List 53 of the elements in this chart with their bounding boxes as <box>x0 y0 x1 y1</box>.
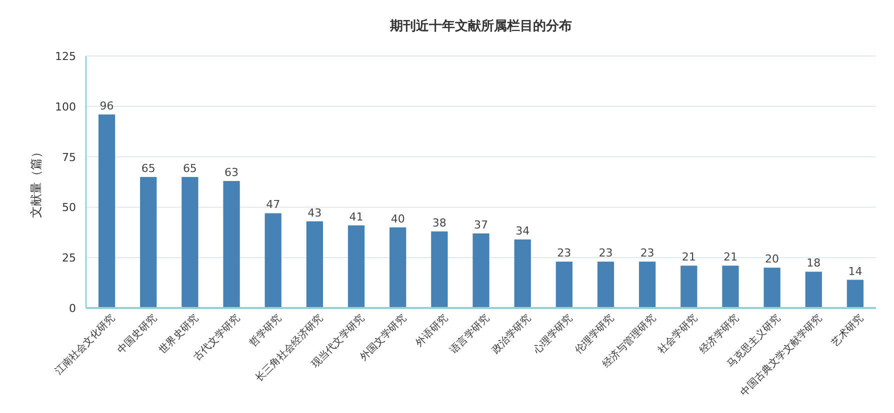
y-tick-label: 50 <box>62 201 76 214</box>
data-label: 47 <box>266 198 280 212</box>
y-tick-label: 25 <box>62 252 76 265</box>
bar <box>431 231 448 308</box>
data-label: 23 <box>557 246 572 260</box>
data-label: 18 <box>806 256 821 270</box>
chart-title: 期刊近十年文献所属栏目的分布 <box>389 18 572 34</box>
bar <box>764 268 780 308</box>
bar <box>348 225 365 308</box>
y-tick-label: 75 <box>62 150 76 164</box>
data-label: 96 <box>100 99 114 112</box>
y-tick-label: 0 <box>69 302 76 315</box>
bar <box>639 262 656 308</box>
bar <box>390 227 406 308</box>
x-tick-label: 外语研究 <box>413 312 450 349</box>
y-axis-title: 文献量（篇） <box>29 146 43 218</box>
bar <box>306 221 323 308</box>
bar <box>514 239 531 308</box>
bar <box>182 176 198 308</box>
bar <box>597 262 614 308</box>
bar <box>680 266 698 308</box>
bar <box>472 233 490 308</box>
data-label: 34 <box>516 224 530 238</box>
data-label: 23 <box>640 246 654 260</box>
y-tick-label: 125 <box>55 50 76 63</box>
data-label: 21 <box>723 250 738 264</box>
data-label: 41 <box>349 210 364 224</box>
data-label: 14 <box>848 264 862 278</box>
data-label: 63 <box>224 166 239 179</box>
x-tick-label: 江南社会文化研究 <box>52 312 118 378</box>
data-label: 21 <box>682 250 696 264</box>
x-tick-label: 语言学研究 <box>448 312 492 356</box>
x-tick-label: 艺术研究 <box>829 312 866 349</box>
bar <box>140 176 157 308</box>
bar <box>264 213 282 308</box>
x-tick-label: 哲学研究 <box>246 312 284 349</box>
data-label: 65 <box>182 162 197 175</box>
data-label: 40 <box>390 212 405 226</box>
data-label: 65 <box>141 162 156 175</box>
bar <box>223 180 240 308</box>
data-label: 43 <box>308 206 322 220</box>
data-label: 37 <box>474 218 488 232</box>
data-label: 23 <box>598 246 613 260</box>
data-label: 20 <box>765 252 780 266</box>
x-tick-label: 社会学研究 <box>656 312 700 356</box>
bar <box>805 272 822 308</box>
data-label: 38 <box>432 216 446 230</box>
bar <box>722 266 739 308</box>
bar <box>556 262 572 308</box>
x-tick-label: 中国史研究 <box>115 312 160 356</box>
bar <box>98 114 116 308</box>
y-tick-label: 100 <box>55 100 76 114</box>
bar <box>846 280 864 308</box>
